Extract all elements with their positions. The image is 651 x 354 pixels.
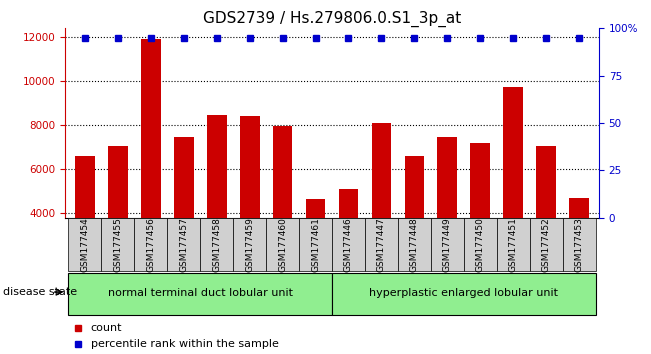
Text: GSM177458: GSM177458 bbox=[212, 217, 221, 272]
Text: GSM177450: GSM177450 bbox=[476, 217, 485, 272]
Text: percentile rank within the sample: percentile rank within the sample bbox=[90, 339, 279, 349]
FancyBboxPatch shape bbox=[398, 218, 431, 271]
FancyBboxPatch shape bbox=[201, 218, 233, 271]
Text: GSM177453: GSM177453 bbox=[575, 217, 584, 272]
Text: GSM177446: GSM177446 bbox=[344, 217, 353, 272]
Bar bbox=[306, 199, 326, 301]
Bar bbox=[207, 115, 227, 301]
FancyBboxPatch shape bbox=[431, 218, 464, 271]
Text: GSM177455: GSM177455 bbox=[113, 217, 122, 272]
FancyBboxPatch shape bbox=[134, 218, 167, 271]
Text: disease state: disease state bbox=[3, 287, 77, 297]
Bar bbox=[75, 156, 95, 301]
FancyBboxPatch shape bbox=[266, 218, 299, 271]
Title: GDS2739 / Hs.279806.0.S1_3p_at: GDS2739 / Hs.279806.0.S1_3p_at bbox=[203, 11, 461, 27]
Text: GSM177452: GSM177452 bbox=[542, 217, 551, 272]
FancyBboxPatch shape bbox=[332, 218, 365, 271]
FancyBboxPatch shape bbox=[530, 218, 562, 271]
Bar bbox=[404, 156, 424, 301]
Text: GSM177448: GSM177448 bbox=[410, 217, 419, 272]
FancyBboxPatch shape bbox=[562, 218, 596, 271]
Bar bbox=[240, 116, 260, 301]
FancyBboxPatch shape bbox=[68, 218, 102, 271]
Bar bbox=[503, 87, 523, 301]
Bar bbox=[471, 143, 490, 301]
FancyBboxPatch shape bbox=[68, 273, 332, 314]
Text: GSM177457: GSM177457 bbox=[179, 217, 188, 272]
Text: GSM177449: GSM177449 bbox=[443, 217, 452, 272]
Bar bbox=[273, 126, 292, 301]
Bar bbox=[437, 137, 457, 301]
FancyBboxPatch shape bbox=[365, 218, 398, 271]
FancyBboxPatch shape bbox=[497, 218, 530, 271]
Text: hyperplastic enlarged lobular unit: hyperplastic enlarged lobular unit bbox=[369, 288, 559, 298]
Bar bbox=[174, 137, 193, 301]
Text: GSM177456: GSM177456 bbox=[146, 217, 156, 272]
FancyBboxPatch shape bbox=[332, 273, 596, 314]
Bar bbox=[372, 123, 391, 301]
Bar bbox=[536, 146, 556, 301]
Text: count: count bbox=[90, 323, 122, 333]
FancyBboxPatch shape bbox=[102, 218, 134, 271]
FancyBboxPatch shape bbox=[299, 218, 332, 271]
FancyBboxPatch shape bbox=[464, 218, 497, 271]
Text: GSM177447: GSM177447 bbox=[377, 217, 386, 272]
Bar bbox=[569, 198, 589, 301]
Bar bbox=[141, 39, 161, 301]
Text: GSM177451: GSM177451 bbox=[508, 217, 518, 272]
Text: GSM177454: GSM177454 bbox=[80, 217, 89, 272]
Bar bbox=[339, 189, 358, 301]
Text: GSM177459: GSM177459 bbox=[245, 217, 254, 272]
Text: GSM177460: GSM177460 bbox=[278, 217, 287, 272]
Text: normal terminal duct lobular unit: normal terminal duct lobular unit bbox=[107, 288, 293, 298]
FancyBboxPatch shape bbox=[167, 218, 201, 271]
FancyBboxPatch shape bbox=[233, 218, 266, 271]
Text: GSM177461: GSM177461 bbox=[311, 217, 320, 272]
Bar bbox=[108, 146, 128, 301]
